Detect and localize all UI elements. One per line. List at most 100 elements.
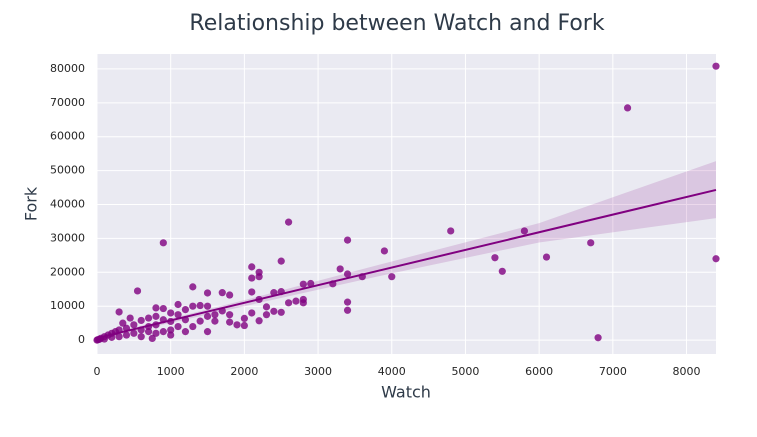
point	[248, 263, 256, 271]
point	[343, 306, 352, 314]
point	[284, 218, 293, 226]
x-tick-label: 1000	[157, 365, 185, 378]
point	[159, 328, 167, 336]
point	[712, 255, 720, 263]
point	[174, 300, 182, 309]
point	[262, 311, 271, 319]
point	[144, 328, 153, 336]
point	[491, 254, 499, 262]
point	[181, 305, 190, 314]
point	[211, 311, 219, 319]
x-tick-label: 5000	[451, 365, 479, 378]
point	[167, 309, 175, 317]
y-tick-label: 40000	[50, 198, 85, 211]
point	[167, 331, 175, 339]
point	[380, 247, 388, 255]
y-tick-label: 20000	[50, 265, 85, 278]
point	[203, 302, 212, 310]
x-tick-label: 8000	[673, 365, 701, 378]
point	[226, 311, 234, 319]
y-tick-label: 10000	[50, 299, 85, 312]
point	[307, 279, 315, 288]
point	[115, 333, 123, 341]
point	[240, 314, 248, 323]
point	[152, 312, 160, 320]
tick-labels: 0 1000 2000 3000 4000 5000 6000 7000 80000100002…	[50, 62, 701, 378]
marks	[93, 62, 720, 344]
point	[498, 267, 506, 275]
point	[174, 311, 182, 319]
point	[203, 328, 212, 336]
point	[712, 62, 720, 70]
point	[594, 334, 602, 342]
point	[336, 265, 344, 273]
point	[189, 283, 197, 291]
point	[447, 227, 455, 235]
point	[203, 289, 212, 297]
x-tick-label: 0	[94, 365, 101, 378]
point	[174, 322, 182, 331]
point	[203, 312, 212, 320]
grid	[96, 54, 716, 354]
point	[233, 321, 241, 329]
x-tick-label: 3000	[304, 365, 332, 378]
point	[115, 308, 123, 316]
point	[343, 270, 352, 278]
point	[189, 322, 197, 331]
point	[623, 104, 632, 112]
y-tick-label: 60000	[50, 130, 85, 143]
point	[343, 298, 352, 306]
x-tick-label: 7000	[599, 365, 627, 378]
x-tick-label: 2000	[230, 365, 258, 378]
point	[148, 334, 156, 343]
point	[299, 280, 307, 288]
x-tick-label: 6000	[525, 365, 553, 378]
point	[520, 227, 529, 235]
point	[248, 288, 256, 296]
point	[277, 308, 285, 316]
point	[255, 317, 263, 325]
regression-line	[96, 188, 717, 340]
point	[542, 253, 551, 261]
point	[152, 329, 160, 337]
point	[159, 239, 167, 247]
x-tick-label: 4000	[378, 365, 406, 378]
x-axis-label: Watch	[381, 383, 431, 402]
confidence-band	[97, 161, 716, 341]
point	[211, 317, 219, 325]
point	[248, 309, 256, 317]
point	[137, 333, 145, 341]
point	[133, 287, 142, 295]
point	[284, 299, 293, 307]
point	[226, 318, 234, 326]
point	[167, 326, 175, 334]
y-tick-label: 80000	[50, 62, 85, 75]
point	[240, 321, 248, 330]
point	[248, 274, 256, 282]
point	[130, 321, 138, 329]
point	[587, 239, 595, 247]
chart-title: Relationship between Watch and Fork	[189, 11, 604, 36]
point	[159, 304, 167, 313]
point	[262, 303, 271, 311]
point	[196, 317, 204, 325]
point	[144, 314, 153, 322]
y-tick-label: 70000	[50, 96, 85, 109]
point	[196, 301, 204, 310]
y-axis-label: Fork	[22, 186, 41, 221]
point	[292, 297, 300, 305]
point	[226, 291, 234, 299]
point	[122, 331, 131, 339]
point	[152, 304, 160, 312]
point	[388, 273, 396, 281]
point	[277, 257, 285, 265]
point	[119, 319, 127, 327]
y-tick-label: 0	[78, 333, 85, 346]
point	[137, 316, 145, 325]
point	[181, 328, 190, 336]
y-tick-label: 50000	[50, 164, 85, 177]
point	[299, 299, 307, 307]
point	[343, 236, 352, 244]
point	[189, 302, 197, 310]
